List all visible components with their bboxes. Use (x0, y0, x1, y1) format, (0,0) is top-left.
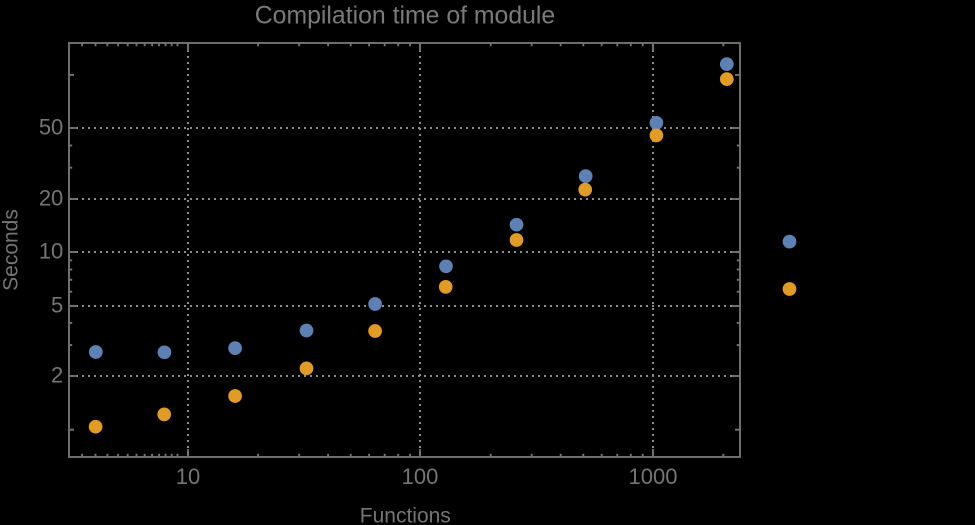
svg-text:2: 2 (51, 362, 63, 387)
svg-text:20: 20 (39, 185, 63, 210)
svg-text:50: 50 (39, 114, 63, 139)
svg-text:Seconds: Seconds (0, 209, 23, 291)
svg-text:10: 10 (39, 238, 63, 263)
svg-text:100: 100 (402, 464, 439, 489)
svg-text:Functions: Functions (360, 505, 451, 525)
svg-text:5: 5 (51, 292, 63, 317)
svg-text:10: 10 (176, 464, 200, 489)
svg-text:Compilation time of module: Compilation time of module (255, 3, 555, 30)
svg-text:1000: 1000 (629, 464, 678, 489)
